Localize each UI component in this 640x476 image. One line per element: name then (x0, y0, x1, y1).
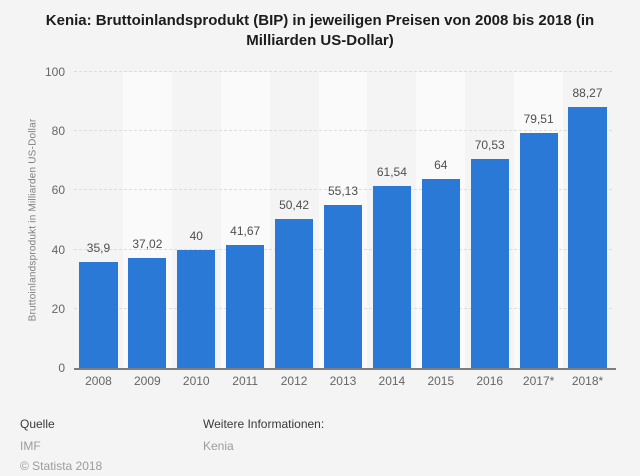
x-tick-label: 2009 (134, 374, 161, 388)
plot-area: 35,9 37,02 40 41,67 50,42 55,13 61,54 64 70,53 79… (74, 71, 616, 370)
y-tick-label: 100 (44, 65, 65, 79)
bar-column: 50,42 (270, 72, 319, 368)
x-tick-label: 2010 (182, 374, 210, 388)
bar-column: 55,13 (319, 72, 368, 368)
y-tick-label: 40 (51, 242, 65, 257)
bar-2018*[interactable] (568, 106, 607, 368)
bar-value-label: 40 (189, 228, 203, 243)
x-tick-label: 2013 (329, 374, 357, 388)
bar-2010[interactable] (177, 249, 216, 368)
bar-column: 64 (416, 72, 465, 368)
bar-value-label: 37,02 (132, 237, 163, 252)
x-tick-label: 2012 (280, 374, 308, 388)
bar-column: 41,67 (221, 72, 270, 368)
x-axis-line (74, 368, 616, 370)
x-tick-label: 2017* (522, 374, 555, 388)
bar-column: 88,27 (563, 72, 612, 368)
bar-value-label: 70,53 (474, 138, 505, 153)
x-tick-label: 2014 (378, 374, 406, 388)
y-tick-label: 0 (58, 361, 65, 375)
x-tick-label: 2015 (427, 374, 455, 388)
bar-2008[interactable] (79, 261, 118, 368)
chart-title: Kenia: Bruttoinlandsprodukt (BIP) in jew… (45, 12, 595, 49)
bar-value-label: 79,51 (523, 111, 554, 126)
bar-value-label: 88,27 (572, 85, 603, 100)
x-axis-labels: 2008 2009 2010 2011 2012 2013 2014 2015 2016 2017… (74, 374, 612, 388)
bar-column: 35,9 (74, 72, 123, 368)
bar-2015[interactable] (421, 178, 460, 368)
gridline (74, 130, 612, 132)
bar-2014[interactable] (372, 185, 411, 368)
bar-2013[interactable] (323, 204, 363, 368)
y-tick-label: 80 (51, 124, 65, 139)
bar-2012[interactable] (275, 218, 314, 368)
x-tick-label: 2008 (85, 374, 112, 388)
source-block: Quelle IMF © Statista 2018 (20, 417, 103, 476)
gridline (74, 189, 612, 191)
source-name: IMF (20, 438, 41, 453)
bar-value-label: 61,54 (376, 164, 407, 179)
x-tick-label: 2011 (232, 374, 259, 388)
bar-column: 79,51 (514, 72, 563, 368)
copyright: © Statista 2018 (20, 459, 103, 473)
bar-value-label: 64 (434, 157, 448, 172)
more-info-label: Weitere Informationen: (203, 417, 325, 431)
bar-column: 40 (172, 72, 221, 368)
more-info-value: Kenia (203, 438, 234, 453)
bar-column: 70,53 (465, 72, 514, 368)
y-tick-label: 60 (51, 183, 65, 198)
bar-column: 37,02 (123, 72, 172, 368)
y-axis-ticks: 0 20 40 60 80 100 (0, 65, 65, 375)
source-label: Quelle (20, 417, 55, 431)
bar-column: 61,54 (367, 72, 416, 368)
more-info-block: Weitere Informationen: Kenia (203, 417, 325, 461)
x-tick-label: 2016 (476, 374, 504, 388)
bar-2017*[interactable] (519, 132, 558, 368)
bar-value-label: 50,42 (279, 197, 310, 212)
bar-value-label: 41,67 (230, 223, 261, 238)
gridline (74, 71, 612, 72)
y-tick-label: 20 (51, 301, 65, 316)
bar-2011[interactable] (226, 244, 265, 368)
x-tick-label: 2018* (571, 374, 604, 388)
bar-layer: 35,9 37,02 40 41,67 50,42 55,13 61,54 64 70,53 79… (74, 72, 612, 368)
bar-value-label: 35,9 (86, 240, 111, 255)
bar-value-label: 55,13 (327, 183, 358, 198)
bar-2016[interactable] (470, 159, 509, 368)
bar-2009[interactable] (128, 258, 167, 368)
